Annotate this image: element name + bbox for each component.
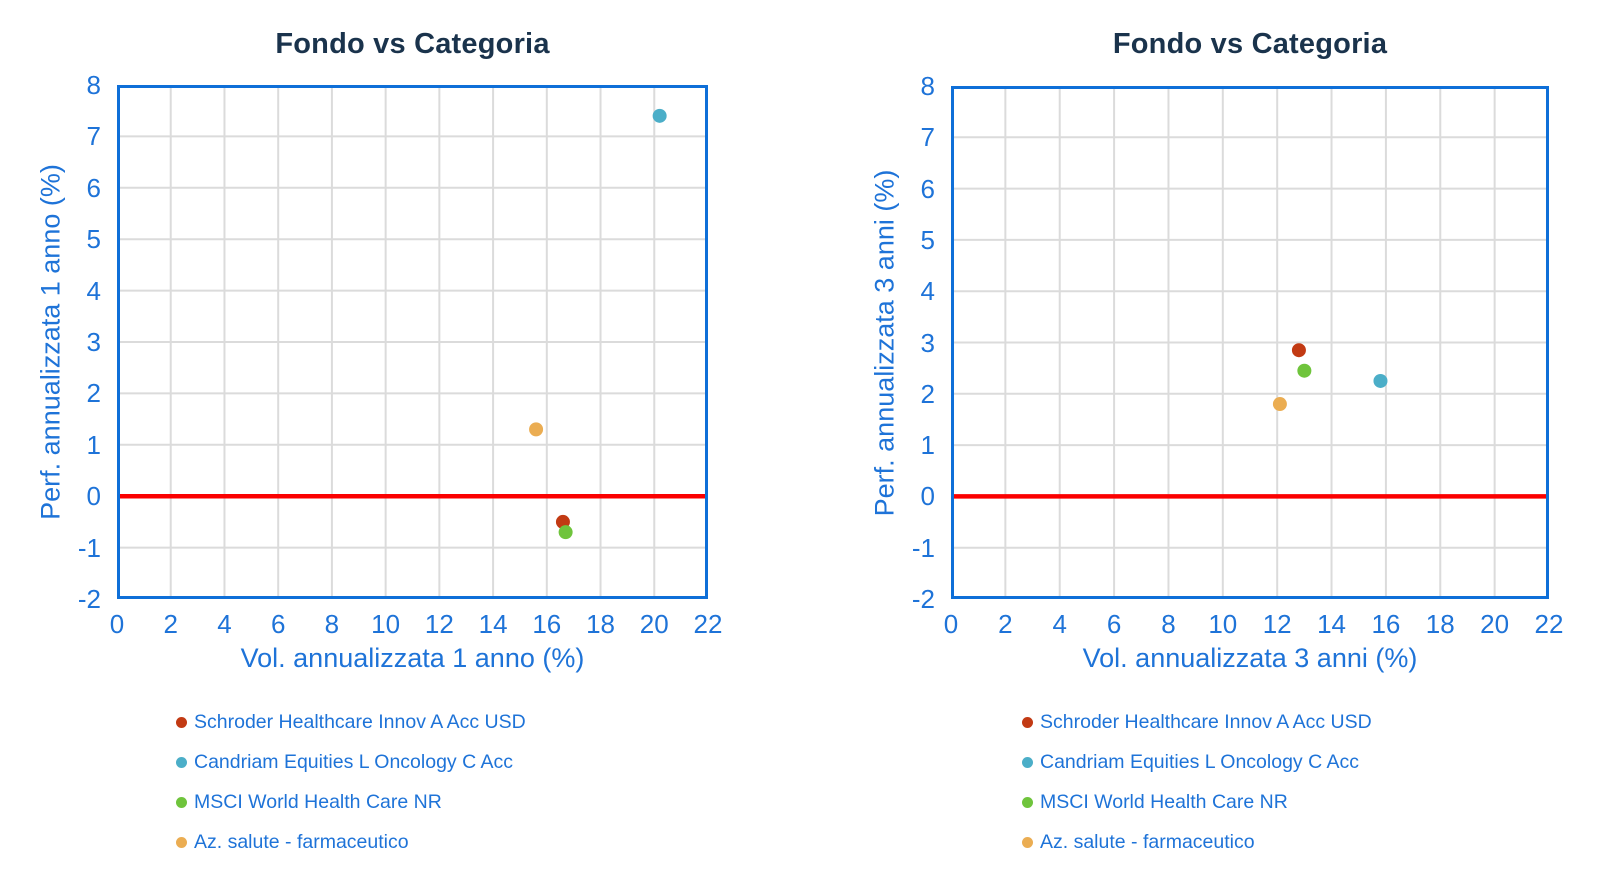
plot-border xyxy=(951,86,1549,599)
legend-item-2: MSCI World Health Care NR xyxy=(176,782,526,822)
legend-label: MSCI World Health Care NR xyxy=(1040,790,1288,813)
legend-label: Schroder Healthcare Innov A Acc USD xyxy=(1040,710,1372,733)
y-tick-label: -1 xyxy=(911,532,935,563)
scatter-chart-3-anni: Fondo vs Categoria Perf. annualizzata 3 … xyxy=(800,0,1600,887)
x-tick-label: 10 xyxy=(1208,609,1238,639)
chart-title: Fondo vs Categoria xyxy=(275,28,550,60)
x-tick-label: 4 xyxy=(217,609,232,639)
x-tick-label: 0 xyxy=(943,609,959,639)
legend-label: Az. salute - farmaceutico xyxy=(194,830,409,853)
legend-marker-icon xyxy=(176,756,187,768)
x-tick-label: 0 xyxy=(109,609,125,639)
x-tick-label: 2 xyxy=(163,609,178,639)
x-tick-label: 14 xyxy=(1317,609,1346,639)
x-tick-label: 12 xyxy=(1262,609,1292,639)
y-tick-label: 1 xyxy=(86,429,101,460)
y-tick-label: 4 xyxy=(86,275,101,306)
x-tick-label: 18 xyxy=(586,609,615,639)
y-tick-label: 4 xyxy=(920,276,935,307)
legend: Schroder Healthcare Innov A Acc USD Candr… xyxy=(1022,702,1372,862)
legend-marker-icon xyxy=(1022,716,1033,728)
legend-marker-icon xyxy=(176,796,187,808)
y-tick-label: 3 xyxy=(920,327,935,358)
legend-item-0: Schroder Healthcare Innov A Acc USD xyxy=(1022,702,1372,742)
x-tick-label: 12 xyxy=(424,609,454,639)
y-tick-label: 7 xyxy=(920,122,935,153)
legend-marker-icon xyxy=(1022,836,1033,848)
y-tick-label: 6 xyxy=(86,172,101,203)
y-tick-label: 0 xyxy=(86,481,101,512)
scatter-chart-1-anno: Fondo vs Categoria Perf. annualizzata 1 … xyxy=(36,28,723,862)
data-point-series-2 xyxy=(1297,363,1312,378)
x-tick-label: 22 xyxy=(693,609,723,639)
x-tick-label: 20 xyxy=(639,609,669,639)
y-tick-label: 1 xyxy=(920,430,935,461)
y-tick-label: 5 xyxy=(920,224,935,255)
plot-area xyxy=(117,85,708,599)
y-tick-label: -2 xyxy=(77,584,101,614)
y-tick-label: -2 xyxy=(911,584,935,614)
x-tick-label: 6 xyxy=(270,609,286,639)
y-tick-label: 6 xyxy=(920,173,935,204)
legend-label: Candriam Equities L Oncology C Acc xyxy=(194,750,514,773)
x-tick-label: 6 xyxy=(1106,609,1122,639)
data-point-series-1 xyxy=(652,108,667,123)
x-tick-label: 4 xyxy=(1052,609,1067,639)
x-axis-title: Vol. annualizzata 3 anni (%) xyxy=(1082,643,1418,673)
legend-label: MSCI World Health Care NR xyxy=(194,790,442,813)
x-axis-title: Vol. annualizzata 1 anno (%) xyxy=(240,643,585,673)
y-tick-label: 7 xyxy=(86,121,101,152)
y-tick-label: 8 xyxy=(920,71,935,101)
legend-item-0: Schroder Healthcare Innov A Acc USD xyxy=(176,702,526,742)
data-point-series-3 xyxy=(1272,397,1287,412)
data-point-series-1 xyxy=(1373,373,1388,388)
legend-marker-icon xyxy=(1022,756,1033,768)
legend-marker-icon xyxy=(1022,796,1033,808)
y-tick-label: -1 xyxy=(77,532,101,563)
y-tick-label: 8 xyxy=(86,70,101,100)
plot-border xyxy=(117,85,708,599)
x-tick-label: 8 xyxy=(324,609,340,639)
x-tick-label: 14 xyxy=(478,609,508,639)
chart-title: Fondo vs Categoria xyxy=(1112,28,1388,60)
x-tick-label: 16 xyxy=(532,609,562,639)
legend-marker-icon xyxy=(176,836,187,848)
plot-svg xyxy=(951,86,1549,599)
data-point-series-3 xyxy=(529,422,544,437)
legend-label: Az. salute - farmaceutico xyxy=(1040,830,1255,853)
legend-item-1: Candriam Equities L Oncology C Acc xyxy=(1022,742,1372,782)
x-tick-label: 16 xyxy=(1371,609,1401,639)
x-tick-label: 18 xyxy=(1425,609,1455,639)
y-tick-label: 2 xyxy=(920,378,935,409)
x-tick-label: 22 xyxy=(1534,609,1564,639)
legend-item-3: Az. salute - farmaceutico xyxy=(1022,822,1372,862)
y-tick-label: 5 xyxy=(86,224,101,255)
x-tick-label: 10 xyxy=(371,609,401,639)
x-tick-label: 8 xyxy=(1161,609,1176,639)
data-point-series-0 xyxy=(1291,343,1306,358)
legend: Schroder Healthcare Innov A Acc USD Candr… xyxy=(176,702,526,862)
data-point-series-2 xyxy=(558,525,573,540)
legend-item-2: MSCI World Health Care NR xyxy=(1022,782,1372,822)
plot-area xyxy=(951,86,1549,599)
x-tick-label: 2 xyxy=(998,609,1013,639)
y-tick-label: 0 xyxy=(920,481,935,512)
x-tick-label: 20 xyxy=(1480,609,1510,639)
y-tick-label: 3 xyxy=(86,327,101,357)
y-tick-label: 2 xyxy=(86,378,101,409)
legend-label: Candriam Equities L Oncology C Acc xyxy=(1040,750,1360,773)
legend-marker-icon xyxy=(176,716,187,728)
legend-item-3: Az. salute - farmaceutico xyxy=(176,822,526,862)
plot-svg xyxy=(117,85,708,599)
legend-item-1: Candriam Equities L Oncology C Acc xyxy=(176,742,526,782)
legend-label: Schroder Healthcare Innov A Acc USD xyxy=(194,710,526,733)
